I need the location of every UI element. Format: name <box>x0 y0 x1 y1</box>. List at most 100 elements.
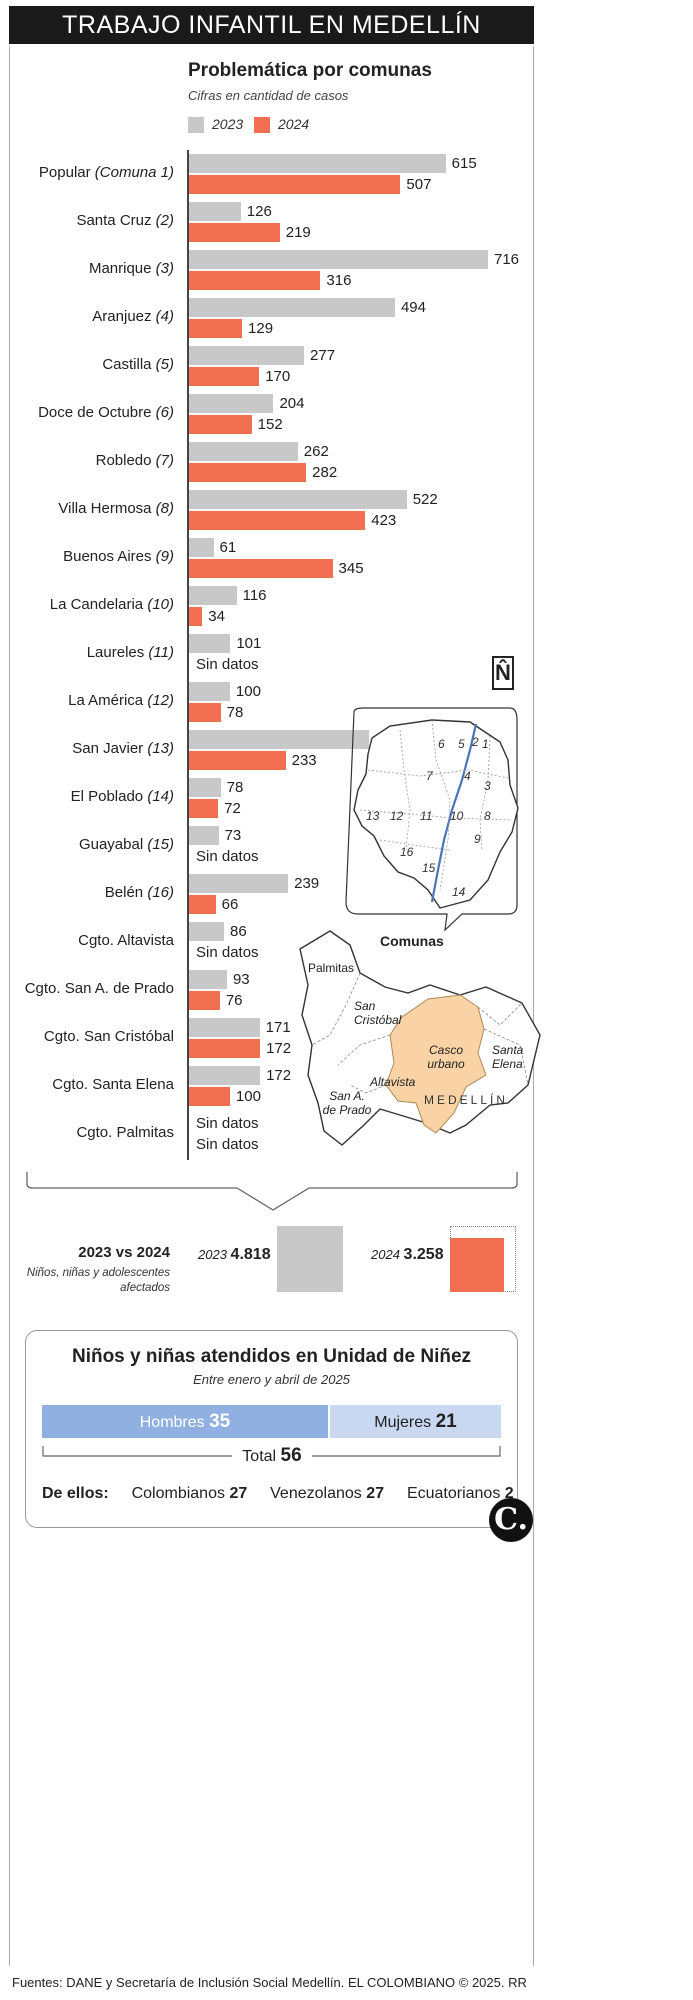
comparison-note: Niños, niñas y adolescentes afectados <box>26 1267 170 1294</box>
category-tag: (6) <box>151 404 174 421</box>
women-label: Mujeres <box>374 1414 432 1431</box>
no-data-label-2024: Sin datos <box>196 944 259 961</box>
comuna-label-13: 13 <box>366 809 380 823</box>
bar-2024 <box>188 319 243 338</box>
category-name: Doce de Octubre <box>38 404 152 421</box>
comparison-2024-square <box>450 1237 505 1292</box>
comuna-label-16: 16 <box>400 845 414 859</box>
category-tag: (Comuna 1) <box>90 164 174 181</box>
total-text: Total 56 <box>237 1445 307 1467</box>
comuna-label-15: 15 <box>422 861 436 875</box>
category-tag: (11) <box>144 644 174 661</box>
value-label-2023: 73 <box>224 827 242 844</box>
comunas-outline <box>353 719 519 909</box>
category-label: La Candelaria (10) <box>50 596 174 613</box>
value-label-2024: 170 <box>265 368 291 385</box>
origins-row: De ellos: Colombianos 27 Venezolanos 27 … <box>42 1485 514 1503</box>
origin-colombianos-label: Colombianos <box>131 1485 225 1502</box>
men-bar: Hombres 35 <box>42 1405 328 1438</box>
bar-2023 <box>188 826 219 845</box>
bar-2024 <box>188 1039 261 1058</box>
category-name: San Javier <box>72 740 144 757</box>
category-name: La Candelaria <box>49 596 144 613</box>
category-name: Villa Hermosa <box>58 500 152 517</box>
bar-2024 <box>188 271 321 290</box>
category-label: Buenos Aires (9) <box>63 548 174 565</box>
bar-2023 <box>188 778 221 797</box>
origins-label: De ellos: <box>42 1485 109 1502</box>
value-label-2024: 282 <box>312 464 338 481</box>
value-label-2023: 262 <box>303 443 329 460</box>
legend-label-2023: 2023 <box>212 116 244 132</box>
bar-2024 <box>188 367 260 386</box>
category-label: Manrique (3) <box>89 260 174 277</box>
no-data-label-2024: Sin datos <box>196 848 259 865</box>
bar-2024 <box>188 511 366 530</box>
legend-label-2024: 2024 <box>278 116 310 132</box>
category-name: Cgto. San Cristóbal <box>43 1028 174 1045</box>
origin-ecuatorianos-label: Ecuatorianos <box>406 1485 501 1502</box>
bar-2023 <box>188 586 237 605</box>
comuna-label-11: 11 <box>420 809 432 823</box>
bar-2024 <box>188 175 401 194</box>
bar-2023 <box>188 1066 261 1085</box>
category-tag: (3) <box>151 260 174 277</box>
category-label: Castilla (5) <box>102 356 174 373</box>
value-label-2024: 345 <box>338 560 364 577</box>
comuna-label-4: 4 <box>464 769 471 783</box>
category-label: El Poblado (14) <box>71 788 174 805</box>
medellin-map-svg <box>299 930 541 1146</box>
region-san-cristobal: San Cristóbal <box>354 999 402 1027</box>
comparison-2023-square <box>277 1226 343 1292</box>
bar-2023 <box>188 634 231 653</box>
value-label-2023: 239 <box>294 875 320 892</box>
value-label-2024: 66 <box>221 896 239 913</box>
chart-axis <box>187 150 189 1160</box>
origin-venezolanos-label: Venezolanos <box>270 1485 362 1502</box>
bar-2023 <box>188 730 369 749</box>
value-label-2024: 72 <box>224 800 241 817</box>
category-tag: (9) <box>151 548 174 565</box>
value-label-2023: 716 <box>494 251 520 268</box>
bar-2024 <box>188 463 307 482</box>
chart-title: Problemática por comunas <box>188 60 432 81</box>
category-tag: (14) <box>143 788 174 805</box>
category-name: Cgto. San A. de Prado <box>24 980 174 997</box>
region-palmitas: Palmitas <box>308 961 355 975</box>
category-label: Santa Cruz (2) <box>76 212 174 229</box>
infographic-header: TRABAJO INFANTIL EN MEDELLÍN <box>9 6 534 44</box>
category-label: Cgto. San A. de Prado <box>25 980 174 997</box>
legend-swatch-2023 <box>188 117 204 133</box>
region-casco-urbano: Casco urbano <box>427 1043 465 1071</box>
comparison-2023-year: 2023 <box>198 1247 227 1262</box>
value-label-2024: 129 <box>248 320 274 337</box>
bar-2023 <box>188 922 225 941</box>
category-label: Laureles (11) <box>87 644 174 661</box>
comuna-label-10: 10 <box>450 809 464 823</box>
category-label: Belén (16) <box>105 884 174 901</box>
category-tag: (4) <box>151 308 174 325</box>
bar-2024 <box>188 415 252 434</box>
value-label-2023: 172 <box>266 1067 292 1084</box>
value-label-2023: 93 <box>232 971 250 988</box>
total-row: Total 56 <box>42 1445 501 1468</box>
no-data-label-2024: Sin datos <box>196 1136 259 1153</box>
unidad-ninez-box <box>25 1330 518 1528</box>
category-name: Aranjuez <box>92 308 152 325</box>
bar-2024 <box>188 895 216 914</box>
region-santa-elena: Santa Elena <box>492 1043 524 1071</box>
value-label-2023: 277 <box>310 347 336 364</box>
casco-urbano-area <box>385 994 487 1134</box>
category-name: Buenos Aires <box>63 548 152 565</box>
category-label: Cgto. Santa Elena <box>52 1076 174 1093</box>
men-value: 35 <box>209 1411 231 1432</box>
category-name: Cgto. Palmitas <box>76 1124 174 1141</box>
category-tag: (2) <box>151 212 174 229</box>
bar-2023 <box>188 202 241 221</box>
bar-2024 <box>188 607 203 626</box>
total-value: 56 <box>280 1445 302 1466</box>
comunas-map: N̂ 1 2 3 4 5 6 7 8 9 10 11 12 13 14 <box>340 650 530 980</box>
infographic-frame <box>9 46 534 1966</box>
comparison-2024: 2024 3.258 <box>371 1246 444 1264</box>
bar-2023 <box>188 682 230 701</box>
